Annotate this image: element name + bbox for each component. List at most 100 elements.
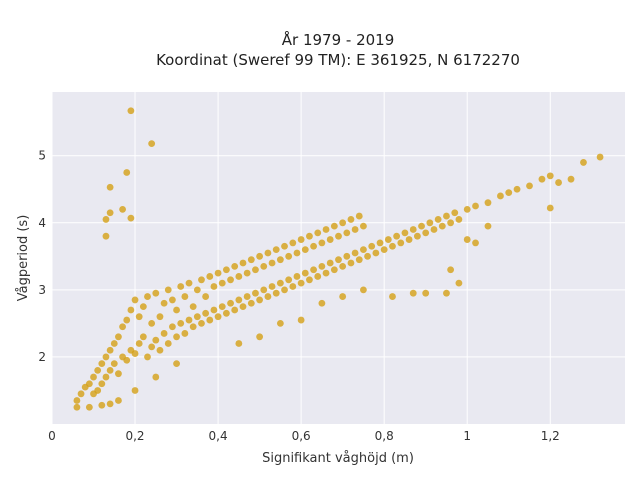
scatter-point (139, 333, 147, 341)
scatter-point (364, 252, 371, 260)
scatter-point (85, 403, 93, 411)
scatter-point (343, 252, 351, 260)
scatter-point (160, 299, 168, 307)
scatter-point (472, 202, 479, 210)
scatter-point (472, 239, 479, 247)
scatter-point (189, 323, 197, 331)
x-tick-label: 0,2 (125, 429, 144, 443)
scatter-point (422, 229, 430, 237)
scatter-point (310, 266, 317, 274)
scatter-point (73, 397, 81, 404)
scatter-point (555, 179, 562, 186)
scatter-point (368, 242, 376, 250)
scatter-point (85, 380, 93, 388)
scatter-point (169, 323, 176, 331)
chart-title-line-1: År 1979 - 2019 (282, 30, 395, 49)
scatter-point (152, 373, 160, 381)
scatter-point (239, 303, 247, 311)
y-tick-label: 2 (38, 350, 46, 364)
scatter-point (189, 303, 197, 311)
scatter-point (335, 232, 342, 240)
tick-labels: 0 0,2 0,4 0,6 0,8 1 1,2 2 3 4 5 (38, 149, 559, 443)
scatter-point (360, 286, 367, 294)
scatter-point (173, 360, 180, 368)
scatter-point (123, 169, 131, 176)
scatter-point (355, 212, 363, 220)
y-tick-label: 5 (38, 149, 46, 163)
scatter-point (376, 239, 384, 247)
scatter-point (343, 229, 351, 237)
scatter-point (351, 249, 359, 257)
scatter-point (335, 256, 342, 264)
scatter-point (546, 204, 554, 212)
scatter-point (360, 222, 367, 230)
scatter-point (156, 346, 164, 354)
scatter-point (94, 366, 102, 374)
scatter-point (567, 175, 575, 183)
scatter-point (326, 259, 334, 267)
scatter-point (272, 289, 280, 297)
scatter-point (102, 353, 110, 361)
scatter-point (152, 336, 160, 344)
scatter-point (185, 279, 193, 287)
scatter-point (227, 299, 234, 307)
scatter-point (148, 319, 156, 327)
scatter-point (148, 343, 156, 351)
scatter-point (538, 175, 546, 183)
scatter-point (231, 262, 239, 270)
scatter-point (322, 226, 330, 233)
scatter-point (422, 289, 430, 297)
scatter-point (110, 340, 118, 347)
scatter-point (268, 283, 276, 290)
scatter-point (156, 313, 164, 321)
scatter-point (580, 159, 587, 166)
scatter-point (144, 353, 151, 361)
scatter-point (131, 350, 139, 357)
scatter-point (264, 249, 272, 257)
scatter-point (198, 276, 205, 284)
scatter-point (193, 286, 201, 294)
scatter-point (497, 192, 504, 200)
scatter-point (347, 216, 355, 223)
scatter-point (430, 226, 438, 233)
scatter-point (210, 306, 218, 314)
scatter-point (484, 222, 492, 230)
scatter-point (306, 276, 313, 284)
scatter-point (77, 390, 85, 398)
scatter-point (297, 316, 305, 324)
scatter-point (131, 387, 139, 394)
scatter-point (115, 397, 122, 404)
scatter-point (177, 283, 185, 290)
scatter-point (326, 236, 334, 243)
scatter-point (90, 373, 97, 381)
scatter-point (106, 366, 114, 374)
scatter-point (102, 232, 110, 240)
scatter-point (218, 279, 226, 287)
x-axis-label: Signifikant våghöjd (m) (262, 451, 414, 466)
scatter-point (139, 303, 147, 311)
scatter-point (339, 219, 347, 227)
scatter-point (181, 293, 189, 300)
scatter-point (314, 273, 322, 280)
scatter-point (210, 283, 218, 290)
scatter-point (293, 273, 301, 280)
scatter-point (272, 246, 280, 254)
scatter-point (235, 340, 243, 347)
scatter-point (115, 333, 122, 341)
scatter-point (276, 319, 284, 327)
scatter-point (297, 236, 305, 243)
scatter-point (546, 172, 554, 180)
scatter-point (214, 269, 222, 277)
scatter-point (106, 183, 114, 191)
scatter-point (94, 387, 102, 394)
scatter-point (409, 226, 417, 233)
scatter-point (127, 306, 135, 314)
scatter-point (115, 370, 122, 378)
scatter-point (389, 293, 396, 300)
scatter-point (252, 266, 259, 274)
scatter-point (164, 340, 172, 347)
scatter-point (260, 286, 268, 294)
scatter-point (206, 316, 214, 324)
scatter-point (252, 289, 259, 297)
scatter-point (227, 276, 234, 284)
